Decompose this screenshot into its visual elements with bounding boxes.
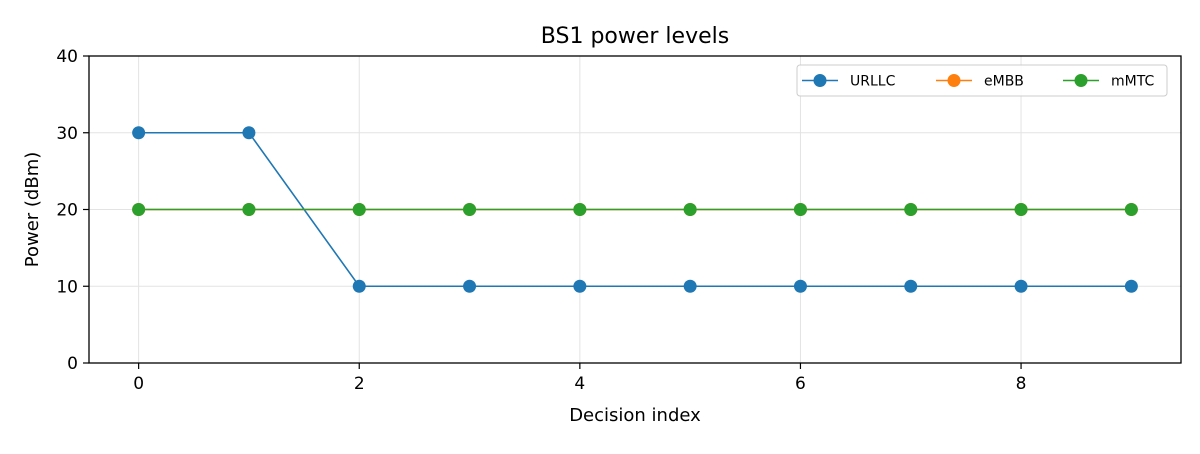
data-point-mmtc [242,203,256,216]
data-point-urllc [352,279,366,293]
data-point-urllc [1014,279,1028,293]
data-point-mmtc [573,203,587,216]
legend-label: eMBB [984,74,1024,90]
data-point-mmtc [793,203,807,216]
data-point-mmtc [1014,203,1028,216]
y-tick-label: 0 [67,354,78,374]
x-tick-label: 0 [133,374,144,394]
data-point-mmtc [463,203,477,216]
y-tick-label: 20 [56,201,78,221]
x-tick-label: 2 [354,374,365,394]
x-axis-label: Decision index [569,405,701,426]
legend-label: mMTC [1111,74,1154,90]
y-tick-label: 30 [56,124,78,144]
data-point-urllc [573,279,587,293]
x-tick-label: 8 [1016,374,1027,394]
legend-marker [1074,74,1088,87]
series-layer [132,126,1138,293]
series-mmtc [132,203,1138,216]
data-point-urllc [463,279,477,293]
data-point-urllc [132,126,146,140]
legend-item-mmtc: mMTC [1063,74,1154,90]
legend-marker [813,74,827,87]
y-tick-label: 10 [56,277,78,297]
x-tick-label: 6 [795,374,806,394]
data-point-mmtc [1124,203,1138,216]
data-point-urllc [904,279,918,293]
data-point-mmtc [904,203,918,216]
data-point-mmtc [352,203,366,216]
y-tick-label: 40 [56,47,78,67]
legend: URLLC eMBB mMTC [796,64,1168,97]
axes: 0 2 4 6 8 0 10 20 30 40 [56,47,1026,394]
x-tick-label: 4 [574,374,585,394]
legend-marker [947,74,961,87]
y-axis-label: Power (dBm) [22,152,43,268]
data-point-urllc [242,126,256,140]
legend-box [796,64,1168,97]
data-point-urllc [683,279,697,293]
data-point-urllc [1124,279,1138,293]
legend-item-embb: eMBB [936,74,1024,90]
legend-label: URLLC [850,74,896,90]
data-point-mmtc [132,203,146,216]
chart-title: BS1 power levels [541,24,729,49]
legend-item-urllc: URLLC [802,74,896,90]
data-point-mmtc [683,203,697,216]
data-point-urllc [793,279,807,293]
